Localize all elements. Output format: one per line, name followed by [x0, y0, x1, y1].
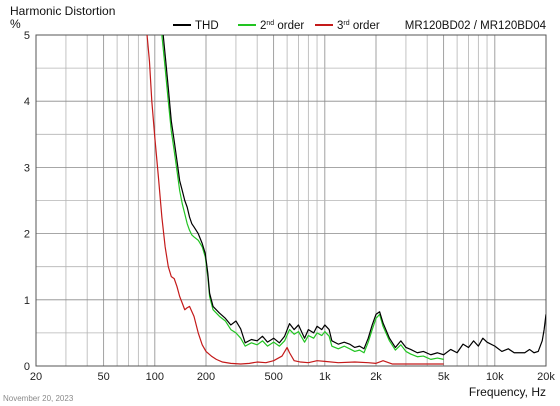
- y-tick-label: 4: [24, 96, 30, 108]
- legend-3rd-superscript: rd: [343, 20, 349, 27]
- legend-label-2nd-order: 2nd order: [260, 20, 304, 32]
- x-tick-label: 5k: [438, 371, 450, 383]
- y-tick-label: 3: [24, 162, 30, 174]
- data-series: [146, 35, 546, 365]
- y-tick-label: 5: [24, 30, 30, 42]
- x-tick-label: 1k: [319, 371, 331, 383]
- legend-item-3rd-order: 3rd order: [315, 20, 380, 32]
- y-tick-label: 2: [24, 229, 30, 241]
- legend-2nd-superscript: nd: [266, 20, 274, 27]
- y-axis-label: %: [10, 17, 21, 31]
- y-tick-label: 0: [24, 361, 30, 373]
- legend-2nd-word: order: [274, 20, 304, 32]
- x-tick-label: 50: [98, 371, 110, 383]
- x-tick-label: 200: [197, 371, 215, 383]
- plot-border: [35, 34, 547, 367]
- x-tick-label: 20k: [537, 371, 555, 383]
- x-tick-label: 500: [264, 371, 282, 383]
- legend-2nd-number: 2: [260, 20, 266, 32]
- chart-title: Harmonic Distortion: [10, 4, 115, 18]
- legend-item-2nd-order: 2nd order: [238, 20, 304, 32]
- y-axis-ticks: 0 1 2 3 4 5: [24, 30, 30, 373]
- legend-3rd-word: order: [350, 20, 380, 32]
- plot-area: [35, 34, 547, 367]
- date-note: November 20, 2023: [3, 394, 74, 403]
- legend: THD 2nd order 3rd order MR120BD02 / MR12…: [173, 20, 547, 32]
- x-tick-label: 10k: [486, 371, 504, 383]
- legend-3rd-number: 3: [337, 20, 343, 32]
- x-axis-ticks: 20 50 100 200 500 1k 2k 5k 10k 20k: [30, 371, 555, 383]
- series-line-thd: [162, 35, 546, 356]
- x-axis-label: Frequency, Hz: [469, 385, 546, 399]
- legend-label-thd: THD: [195, 20, 219, 32]
- legend-item-thd: THD: [173, 20, 219, 32]
- series-line-2nd-order: [161, 35, 444, 360]
- y-tick-label: 1: [24, 295, 30, 307]
- legend-label-3rd-order: 3rd order: [337, 20, 380, 32]
- series-line-3rd-order: [146, 35, 444, 365]
- x-tick-label: 100: [146, 371, 164, 383]
- model-label: MR120BD02 / MR120BD04: [405, 20, 547, 32]
- x-tick-label: 2k: [370, 371, 382, 383]
- x-tick-label: 20: [30, 371, 42, 383]
